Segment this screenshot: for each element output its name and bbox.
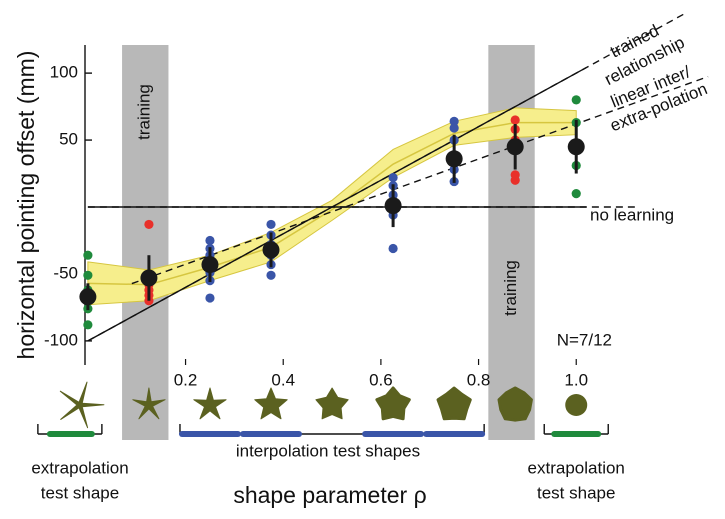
x-tick-label: 0.8 bbox=[467, 370, 491, 389]
mean-point bbox=[140, 269, 158, 287]
y-tick-label: -100 bbox=[44, 330, 78, 349]
subject-point bbox=[205, 293, 215, 303]
subject-point bbox=[205, 235, 215, 246]
reference-line bbox=[87, 66, 586, 342]
mean-point bbox=[445, 150, 463, 168]
subject-point bbox=[449, 123, 459, 133]
subject-point bbox=[571, 189, 581, 199]
reference-line-dashed bbox=[131, 75, 709, 285]
extrapolation-label: extrapolation bbox=[31, 458, 128, 477]
y-tick-label: 100 bbox=[50, 63, 78, 82]
y-tick-label: 50 bbox=[59, 130, 78, 149]
shape-icon bbox=[375, 386, 411, 421]
extrapolation-label: test shape bbox=[537, 483, 615, 502]
subject-point bbox=[83, 320, 93, 330]
shape-icon bbox=[315, 387, 349, 420]
subject-point bbox=[83, 270, 93, 280]
mean-point bbox=[567, 138, 585, 156]
subject-point bbox=[266, 219, 276, 230]
mean-point bbox=[79, 288, 97, 306]
interpolation-label: interpolation test shapes bbox=[236, 441, 420, 460]
y-axis-title: horizontal pointing offset (mm) bbox=[13, 51, 39, 360]
shape-icon bbox=[565, 394, 588, 416]
mean-point bbox=[201, 256, 219, 274]
subject-point bbox=[83, 250, 93, 260]
subject-point bbox=[388, 243, 398, 254]
subject-point bbox=[510, 175, 520, 185]
shape-icon bbox=[193, 387, 227, 420]
x-tick-label: 0.2 bbox=[174, 370, 198, 389]
line-label-text: no learning bbox=[590, 205, 674, 224]
line-label: no learning bbox=[590, 205, 674, 224]
x-tick-label: 1.0 bbox=[564, 370, 588, 389]
x-axis-title: shape parameter ρ bbox=[233, 482, 426, 508]
shape-icon bbox=[436, 386, 472, 421]
mean-point bbox=[506, 138, 524, 156]
training-band bbox=[488, 45, 535, 440]
n-label: N=7/12 bbox=[557, 330, 612, 349]
extrapolation-label: test shape bbox=[41, 483, 119, 502]
mean-point bbox=[384, 197, 402, 215]
shape-icon bbox=[59, 381, 105, 429]
x-tick-label: 0.4 bbox=[271, 370, 295, 389]
shape-icon bbox=[254, 387, 288, 420]
subject-point bbox=[266, 270, 276, 280]
x-tick-label: 0.6 bbox=[369, 370, 393, 389]
mean-point bbox=[262, 241, 280, 259]
subject-point bbox=[571, 95, 581, 105]
training-band bbox=[122, 45, 169, 440]
training-label: training bbox=[501, 260, 520, 316]
extrapolation-label: extrapolation bbox=[528, 458, 625, 477]
shape-icon bbox=[497, 386, 533, 422]
training-label: training bbox=[135, 84, 154, 140]
subject-point bbox=[388, 172, 398, 183]
model-line bbox=[87, 121, 577, 286]
subject-point bbox=[449, 116, 459, 126]
shape-icon bbox=[132, 387, 166, 420]
subject-point bbox=[510, 115, 520, 125]
subject-point bbox=[144, 219, 154, 230]
y-tick-label: -50 bbox=[53, 263, 78, 282]
